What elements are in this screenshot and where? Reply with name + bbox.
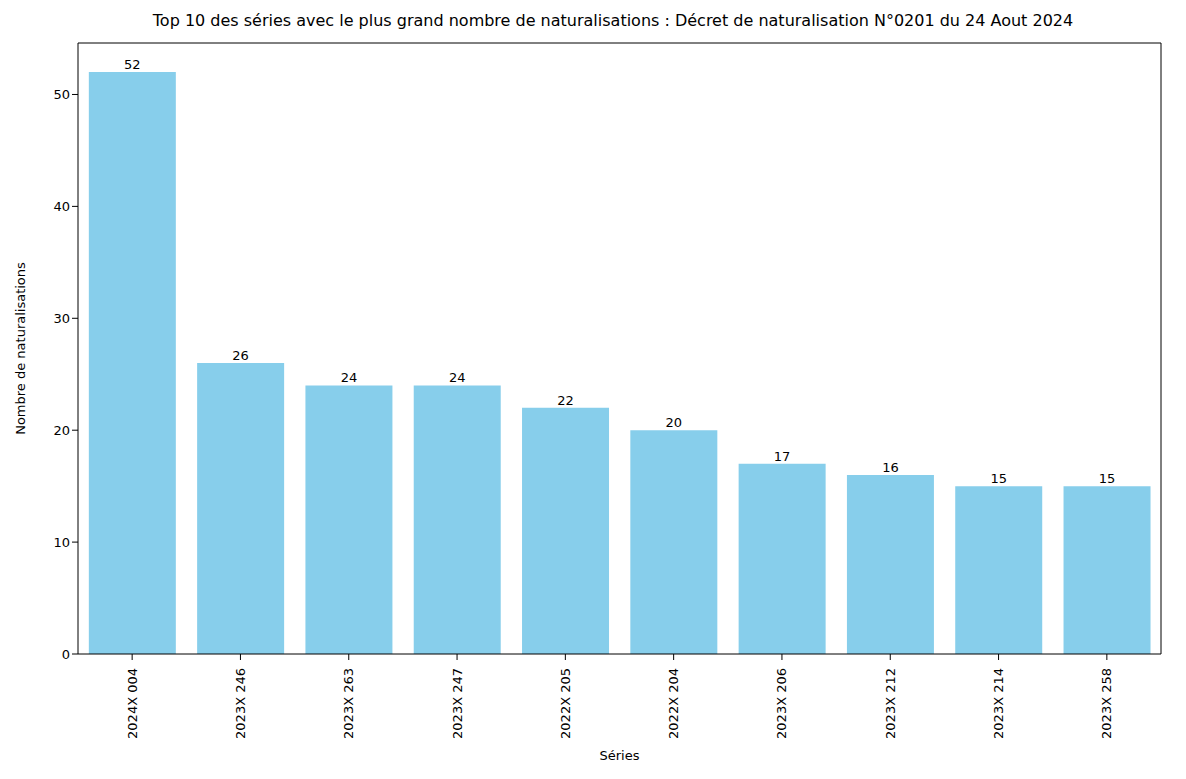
svg-text:10: 10 [53,535,70,550]
svg-text:0: 0 [62,647,70,662]
svg-text:17: 17 [774,449,791,464]
svg-text:2023X 246: 2023X 246 [233,668,248,739]
svg-text:16: 16 [882,460,899,475]
svg-text:20: 20 [666,415,683,430]
svg-text:20: 20 [53,423,70,438]
svg-text:2024X 004: 2024X 004 [125,668,140,739]
svg-text:2023X 206: 2023X 206 [774,668,789,739]
svg-text:2023X 212: 2023X 212 [883,668,898,739]
svg-text:15: 15 [990,471,1007,486]
html-text:Top 10 des séries avec le plus: Top 10 des séries avec le plus grand nom… [152,11,1074,30]
svg-text:52: 52 [124,57,141,72]
svg-text:2023X 263: 2023X 263 [341,668,356,739]
svg-text:Séries: Séries [600,748,640,763]
svg-text:40: 40 [53,199,70,214]
svg-text:Nombre de naturalisations: Nombre de naturalisations [13,262,28,435]
svg-text:50: 50 [53,87,70,102]
svg-text:30: 30 [53,311,70,326]
svg-text:15: 15 [1099,471,1116,486]
svg-text:2022X 205: 2022X 205 [558,668,573,739]
svg-text:22: 22 [557,393,574,408]
svg-text:2022X 204: 2022X 204 [666,668,681,739]
svg-text:2023X 214: 2023X 214 [991,668,1006,739]
svg-text:26: 26 [232,348,249,363]
svg-text:24: 24 [449,370,466,385]
svg-text:2023X 247: 2023X 247 [450,668,465,739]
svg-text:24: 24 [341,370,358,385]
svg-text:2023X 258: 2023X 258 [1099,668,1114,739]
